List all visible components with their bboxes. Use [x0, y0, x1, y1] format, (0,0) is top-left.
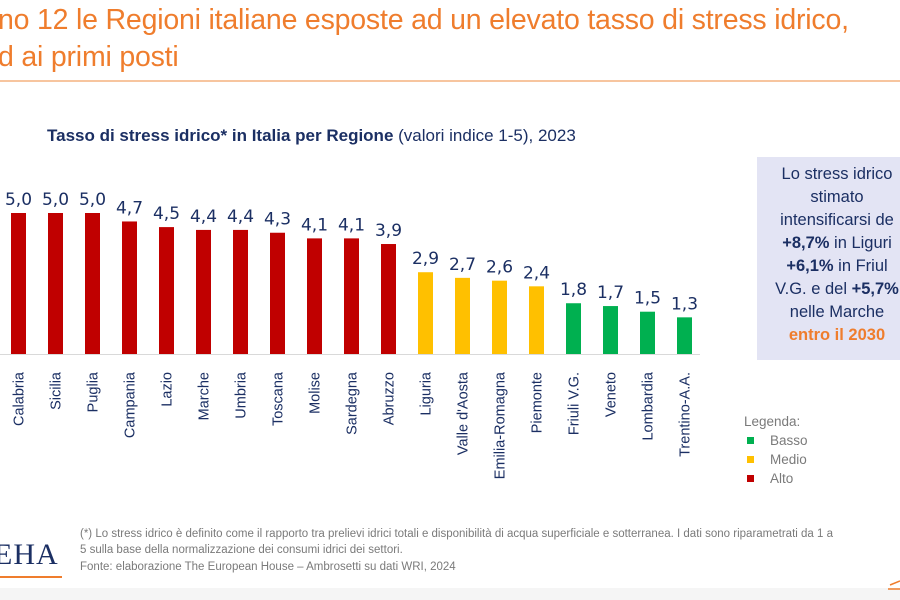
- logo-underline: [0, 576, 62, 578]
- bar-piemonte: [529, 286, 544, 354]
- title-divider: [0, 80, 900, 82]
- legend-swatch-basso: [747, 437, 754, 444]
- bar-sardegna: [344, 238, 359, 354]
- bar-lazio: [159, 227, 174, 354]
- bar-umbria: [233, 229, 248, 354]
- data-label: 2,9: [412, 249, 439, 269]
- bar-chart: 5,0 Calabria 5,0 Sicilia 5,0 Puglia 4,7 Campani…: [0, 190, 700, 479]
- callout-line: stimato: [810, 188, 864, 206]
- x-tick-label: Marche: [197, 372, 213, 420]
- x-tick-label: Sicilia: [49, 371, 65, 410]
- bar-marche: [196, 229, 211, 354]
- data-label: 4,7: [116, 198, 143, 218]
- data-label: 4,4: [190, 207, 217, 227]
- callout-box: Lo stress idrico stimato intensificarsi …: [757, 157, 900, 360]
- bar-lombardia: [640, 311, 655, 354]
- slide-title-line-1: no 12 le Regioni italiane esposte ad un …: [0, 4, 849, 36]
- data-label: 2,6: [486, 258, 513, 278]
- corner-decoration-icon: [888, 580, 900, 590]
- x-tick-label: Trentino-A.A.: [678, 372, 694, 457]
- footer-band: [0, 588, 900, 600]
- bar-abruzzo: [381, 244, 396, 354]
- slide-title-line-2: d ai primi posti: [0, 41, 179, 73]
- callout-highlight: +5,7%: [851, 280, 899, 298]
- data-label: 4,1: [338, 215, 365, 235]
- x-tick-label: Puglia: [86, 371, 102, 412]
- data-label: 3,9: [375, 221, 402, 241]
- callout-text: V.G. e del: [775, 280, 852, 298]
- callout-line: Lo stress idrico: [781, 165, 893, 183]
- data-label: 4,4: [227, 207, 254, 227]
- legend-title: Legenda:: [744, 414, 801, 429]
- x-tick-label: Lombardia: [641, 371, 657, 440]
- data-label: 1,5: [634, 289, 661, 309]
- x-tick-label: Valle d'Aosta: [456, 371, 472, 455]
- bar-liguria: [418, 272, 433, 354]
- callout-line: +6,1% in Friul: [757, 255, 900, 278]
- data-label: 5,0: [79, 190, 106, 210]
- bar-veneto: [603, 306, 618, 354]
- x-tick-label: Toscana: [271, 371, 287, 426]
- callout-deadline: entro il 2030: [788, 326, 886, 344]
- bar-valle-d-aosta: [455, 277, 470, 354]
- bar-molise: [307, 238, 322, 354]
- callout-highlight: +6,1%: [786, 257, 834, 275]
- x-tick-label: Umbria: [234, 371, 250, 419]
- data-label: 5,0: [5, 190, 32, 210]
- data-label: 1,8: [560, 280, 587, 300]
- x-tick-label: Sardegna: [345, 371, 361, 435]
- callout-line: nelle Marche: [789, 303, 885, 321]
- data-label: 5,0: [42, 190, 69, 210]
- chart-title-subtitle: (valori indice 1-5), 2023: [393, 126, 576, 145]
- callout-text: in Friul: [833, 257, 888, 275]
- chart-legend: Legenda: Basso Medio Alto: [744, 412, 808, 488]
- x-tick-label: Liguria: [419, 371, 435, 415]
- legend-item-medio: Medio: [744, 450, 808, 469]
- x-tick-label: Molise: [308, 372, 324, 414]
- bar-calabria: [11, 213, 26, 354]
- callout-line: V.G. e del +5,7%: [757, 278, 900, 301]
- data-label: 2,4: [523, 263, 550, 283]
- data-label: 4,5: [153, 204, 180, 224]
- bar-emilia-romagna: [492, 280, 507, 354]
- bar-friuli-v-g-: [566, 303, 581, 354]
- x-tick-label: Lazio: [160, 372, 176, 407]
- legend-item-alto: Alto: [744, 469, 808, 488]
- footnote: (*) Lo stress idrico è definito come il …: [80, 528, 833, 556]
- legend-label: Medio: [770, 452, 807, 467]
- callout-line: +8,7% in Liguri: [757, 232, 900, 255]
- legend-swatch-medio: [747, 456, 754, 463]
- company-logo: EHA: [0, 538, 59, 571]
- legend-item-basso: Basso: [744, 431, 808, 450]
- chart-title-bold: Tasso di stress idrico* in Italia per Re…: [47, 126, 394, 145]
- bar-toscana: [270, 232, 285, 354]
- legend-label: Alto: [770, 471, 794, 486]
- data-label: 1,3: [671, 294, 698, 314]
- bar-trentino-a-a-: [677, 317, 692, 354]
- data-label: 4,1: [301, 215, 328, 235]
- bar-puglia: [85, 213, 100, 354]
- callout-text: in Liguri: [829, 234, 892, 252]
- bar-sicilia: [48, 213, 63, 354]
- bar-campania: [122, 221, 137, 354]
- slide-title: no 12 le Regioni italiane esposte ad un …: [0, 2, 900, 76]
- chart-title: Tasso di stress idrico* in Italia per Re…: [47, 126, 576, 146]
- x-tick-label: Abruzzo: [382, 372, 398, 425]
- x-tick-label: Friuli V.G.: [567, 372, 583, 435]
- x-tick-label: Piemonte: [530, 372, 546, 433]
- data-label: 1,7: [597, 283, 624, 303]
- legend-swatch-alto: [747, 475, 754, 482]
- x-tick-label: Calabria: [12, 371, 28, 426]
- callout-highlight: +8,7%: [782, 234, 830, 252]
- x-tick-label: Emilia-Romagna: [493, 371, 509, 479]
- data-label: 4,3: [264, 210, 291, 230]
- legend-label: Basso: [770, 433, 808, 448]
- callout-line: intensificarsi de: [780, 211, 894, 229]
- x-tick-label: Veneto: [604, 372, 620, 417]
- data-label: 2,7: [449, 255, 476, 275]
- source-note: Fonte: elaborazione The European House –…: [80, 561, 456, 573]
- x-tick-label: Campania: [123, 371, 139, 438]
